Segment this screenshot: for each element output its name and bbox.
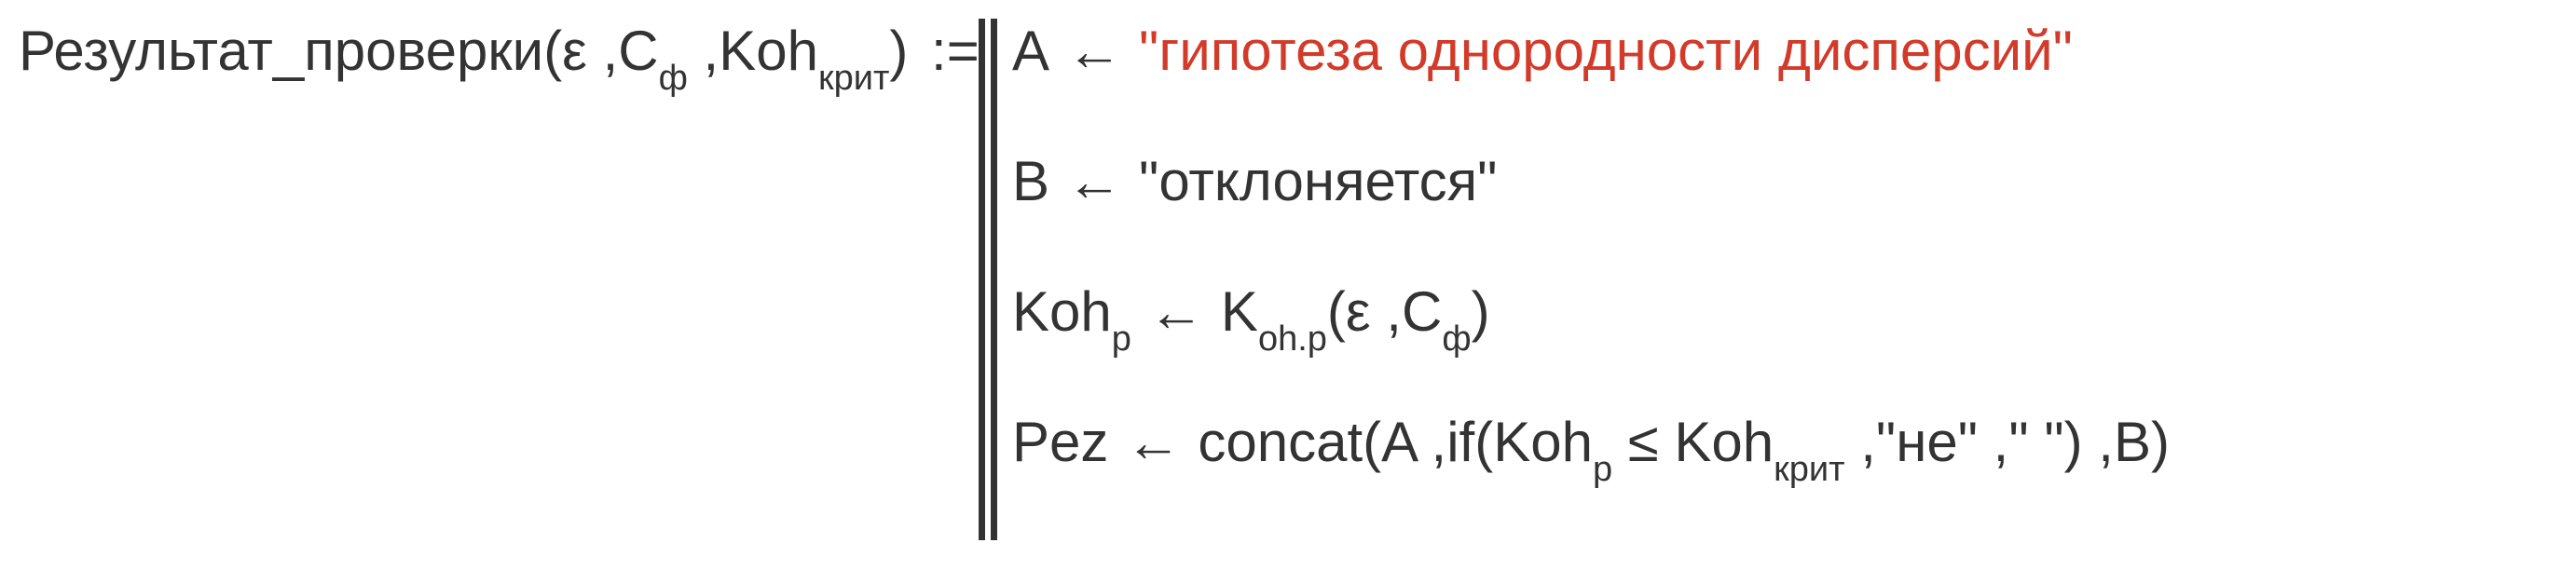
arg-epsilon: ε (1346, 280, 1371, 343)
open-paren: ( (1474, 411, 1493, 473)
function-name: Результат_проверки (19, 20, 543, 82)
program-line-1: A←"гипотеза однородности дисперсий" (1012, 19, 2073, 83)
program-line-3: Kohр←Koh.р(ε ,Сф) (1012, 279, 1490, 352)
program-line-2: B←"отклоняется" (1012, 149, 1497, 213)
leq-operator: ≤ (1612, 411, 1674, 473)
arg-a: A (1381, 411, 1416, 473)
fn-concat: concat (1198, 411, 1363, 473)
assign-arrow-icon: ← (1108, 411, 1198, 473)
arg-c-sub: ф (1442, 319, 1471, 359)
fn-kohp-sub: oh.р (1258, 319, 1327, 359)
then-literal: "не" (1876, 411, 1978, 473)
string-literal: "гипотеза однородности дисперсий" (1139, 20, 2073, 82)
close-paren: ) (889, 20, 908, 82)
var-kohp-sub: р (1112, 319, 1131, 359)
assign-arrow-icon: ← (1049, 150, 1139, 212)
comma: , (1416, 411, 1446, 473)
rhs-program-body: A←"гипотеза однородности дисперсий" B←"о… (1012, 19, 2559, 540)
comma: , (1845, 411, 1876, 473)
arg-b: B (2114, 411, 2151, 473)
assign-arrow-icon: ← (1131, 280, 1221, 343)
close-paren: ) (2151, 411, 2170, 473)
open-paren: ( (1363, 411, 1381, 473)
program-line-4: Рez←concat(A ,if(Kohр ≤ Kohкрит ,"не" ,"… (1012, 410, 2170, 482)
cond-left: Koh (1493, 411, 1593, 473)
assign-arrow-icon: ← (1049, 20, 1139, 82)
arg-koh: Koh (719, 20, 818, 82)
math-definition-block: Результат_проверки(ε ,Сф ,Kohкрит) := A←… (0, 0, 2576, 570)
lhs-expression: Результат_проверки(ε ,Сф ,Kohкрит) := (19, 19, 987, 91)
var-rez: Рez (1012, 411, 1108, 473)
program-bracket (979, 19, 1009, 540)
var-a: A (1012, 20, 1049, 82)
open-paren: ( (543, 20, 562, 82)
else-literal: " " (2008, 411, 2063, 473)
comma: , (1978, 411, 2008, 473)
arg-koh-sub: крит (818, 59, 889, 98)
arg-epsilon: ε (562, 20, 587, 82)
arg-c-sub: ф (659, 59, 688, 98)
arg-c: С (1402, 280, 1442, 343)
cond-right: Koh (1674, 411, 1774, 473)
comma: , (688, 20, 719, 82)
comma: , (587, 20, 618, 82)
cond-left-sub: р (1593, 450, 1612, 489)
var-b: B (1012, 150, 1049, 212)
comma: , (1371, 280, 1402, 343)
close-paren: ) (2064, 411, 2083, 473)
if-keyword: if (1446, 411, 1474, 473)
comma: , (2083, 411, 2114, 473)
assign-operator: := (908, 20, 986, 82)
arg-c: С (618, 20, 658, 82)
close-paren: ) (1472, 280, 1490, 343)
fn-kohp: K (1221, 280, 1258, 343)
var-kohp: Koh (1012, 280, 1112, 343)
string-literal: "отклоняется" (1139, 150, 1497, 212)
cond-right-sub: крит (1774, 450, 1844, 489)
open-paren: ( (1327, 280, 1346, 343)
